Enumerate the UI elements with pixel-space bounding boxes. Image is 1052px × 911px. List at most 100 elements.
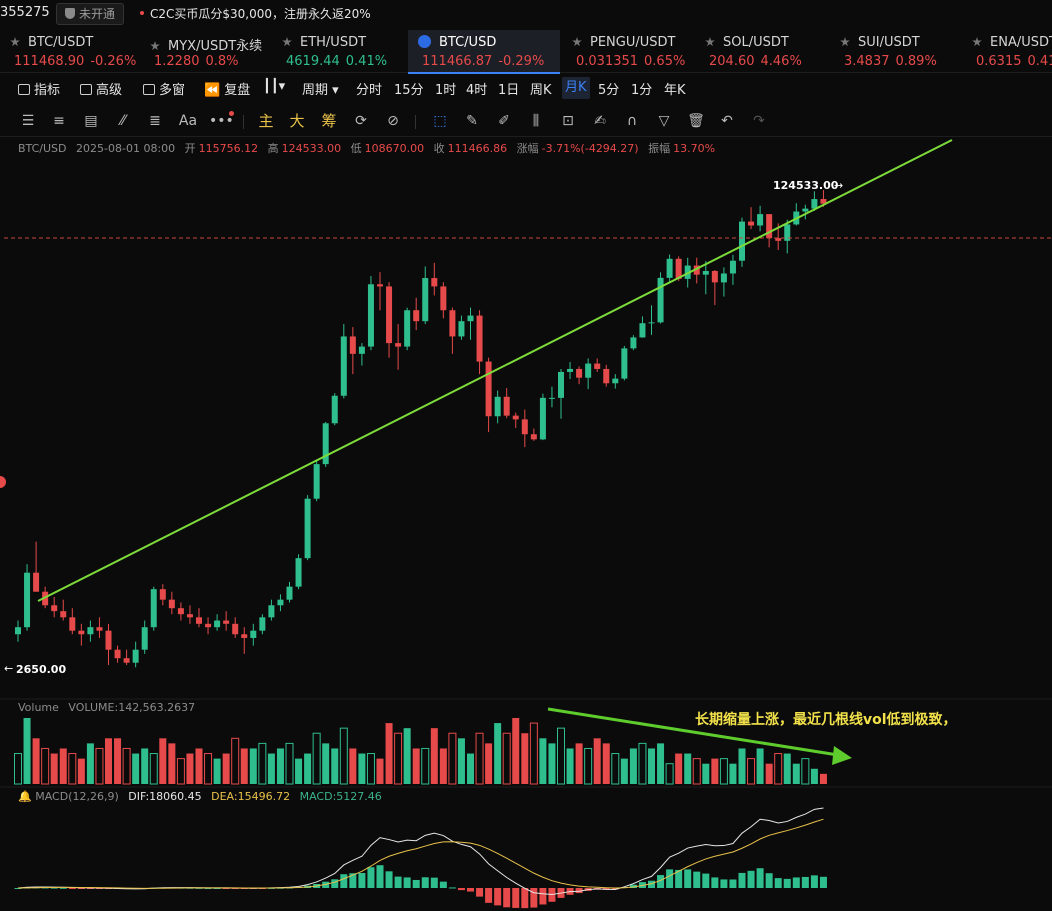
no-draw-icon[interactable]: ⊘ (387, 113, 399, 129)
volume-bar[interactable] (276, 748, 284, 784)
candle[interactable] (60, 611, 67, 618)
volume-bar[interactable] (801, 758, 810, 785)
candle[interactable] (358, 346, 365, 354)
candle[interactable] (304, 498, 311, 559)
candle[interactable] (159, 589, 166, 600)
status-badge[interactable]: 未开通 (56, 3, 125, 25)
volume-bar[interactable] (529, 722, 538, 785)
volume-bar[interactable] (176, 758, 185, 785)
candle[interactable] (186, 614, 193, 618)
star-icon[interactable] (705, 37, 715, 47)
volume-bar[interactable] (168, 743, 176, 784)
volume-bar[interactable] (729, 763, 737, 784)
volume-bar[interactable] (213, 758, 221, 784)
candle[interactable] (51, 605, 58, 612)
candle[interactable] (739, 221, 745, 261)
candle[interactable] (666, 258, 673, 278)
candle[interactable] (196, 617, 202, 624)
volume-bar[interactable] (258, 742, 267, 785)
volume-bar[interactable] (629, 748, 637, 784)
volume-bar[interactable] (385, 723, 393, 784)
volume-bar[interactable] (738, 748, 746, 784)
star-icon[interactable] (150, 41, 160, 51)
stack-icon[interactable]: ≣ (149, 113, 161, 129)
chart-type-dropdown[interactable]: ┃┃▾ (263, 79, 285, 94)
candle[interactable] (503, 396, 510, 416)
bars-icon[interactable]: ▤ (84, 113, 98, 129)
candle[interactable] (114, 649, 121, 659)
interval-tab-selected[interactable]: 月K (562, 77, 590, 99)
candle[interactable] (585, 363, 592, 378)
candle[interactable] (42, 591, 49, 606)
sync-icon[interactable]: ⟳ (355, 113, 367, 129)
star-icon[interactable] (10, 37, 20, 47)
volume-bar[interactable] (675, 753, 683, 784)
volume-bar[interactable] (295, 758, 303, 784)
volume-bar[interactable] (611, 753, 620, 785)
candle[interactable] (250, 630, 257, 638)
interval-tab[interactable]: 年K (664, 83, 686, 98)
volume-bar[interactable] (23, 718, 31, 784)
volume-bar[interactable] (475, 732, 484, 785)
interval-tab[interactable]: 周K (530, 83, 552, 98)
candle[interactable] (96, 627, 103, 631)
star-icon[interactable] (282, 37, 292, 47)
undo-icon[interactable]: ↶ (721, 113, 733, 129)
volume-bar[interactable] (521, 733, 529, 784)
ticker-tab[interactable]: ENA/USDT 0.6315 0.41% (962, 30, 1052, 72)
candle[interactable] (530, 434, 537, 440)
magnet-icon[interactable]: ∩ (626, 113, 638, 129)
volume-bar[interactable] (366, 753, 375, 785)
candle[interactable] (69, 617, 76, 631)
candle[interactable] (512, 415, 519, 420)
candle[interactable] (404, 310, 411, 347)
volume-bar[interactable] (719, 758, 728, 785)
candle[interactable] (576, 368, 583, 378)
volume-bar[interactable] (132, 753, 140, 784)
candle[interactable] (775, 238, 782, 241)
candle[interactable] (87, 627, 94, 635)
candle[interactable] (132, 649, 139, 663)
volume-bar[interactable] (457, 738, 465, 784)
volume-bar[interactable] (339, 727, 348, 785)
volume-bar[interactable] (792, 763, 800, 784)
volume-bar[interactable] (620, 758, 628, 784)
note-icon[interactable]: ✍ (594, 113, 606, 129)
candle[interactable] (259, 617, 266, 631)
ticker-tab[interactable]: ETH/USDT 4619.44 0.41% (272, 30, 402, 72)
volume-bar[interactable] (403, 728, 411, 784)
volume-bar[interactable] (502, 732, 511, 785)
volume-bar[interactable] (756, 748, 764, 784)
volume-bar[interactable] (774, 753, 783, 785)
candle[interactable] (702, 270, 709, 275)
volume-bar[interactable] (602, 743, 610, 784)
trash-icon[interactable]: 🗑 (687, 113, 705, 129)
ticker-tab[interactable]: SOL/USDT 204.60 4.46% (695, 30, 825, 72)
volume-bar[interactable] (783, 753, 791, 784)
candle[interactable] (295, 558, 302, 587)
candle[interactable] (548, 397, 555, 399)
lock-icon[interactable]: ⊡ (562, 113, 574, 129)
volume-bar[interactable] (331, 748, 339, 784)
candle[interactable] (24, 572, 31, 628)
filter-icon[interactable]: ▽ (658, 113, 670, 129)
volume-bar[interactable] (285, 742, 294, 785)
volume-bar[interactable] (819, 773, 827, 784)
candle[interactable] (558, 371, 564, 398)
candle[interactable] (78, 630, 85, 635)
candle[interactable] (268, 605, 275, 618)
candle[interactable] (684, 265, 691, 279)
volume-bar[interactable] (114, 738, 122, 784)
candle[interactable] (205, 623, 212, 628)
candle[interactable] (802, 208, 809, 212)
replay-button[interactable]: ⏪ 复盘 (204, 79, 250, 98)
candle[interactable] (331, 395, 338, 424)
candle[interactable] (567, 368, 574, 372)
volume-trend-arrow[interactable] (547, 707, 839, 757)
volume-bar[interactable] (149, 753, 158, 785)
more-button[interactable]: ••• (209, 113, 234, 129)
interval-tab[interactable]: 分时 (356, 83, 383, 98)
candle[interactable] (757, 214, 764, 226)
promo-notice[interactable]: C2C买币瓜分$30,000，注册永久返20% (140, 5, 371, 22)
period-dropdown[interactable]: 周期 ▾ (302, 79, 339, 98)
